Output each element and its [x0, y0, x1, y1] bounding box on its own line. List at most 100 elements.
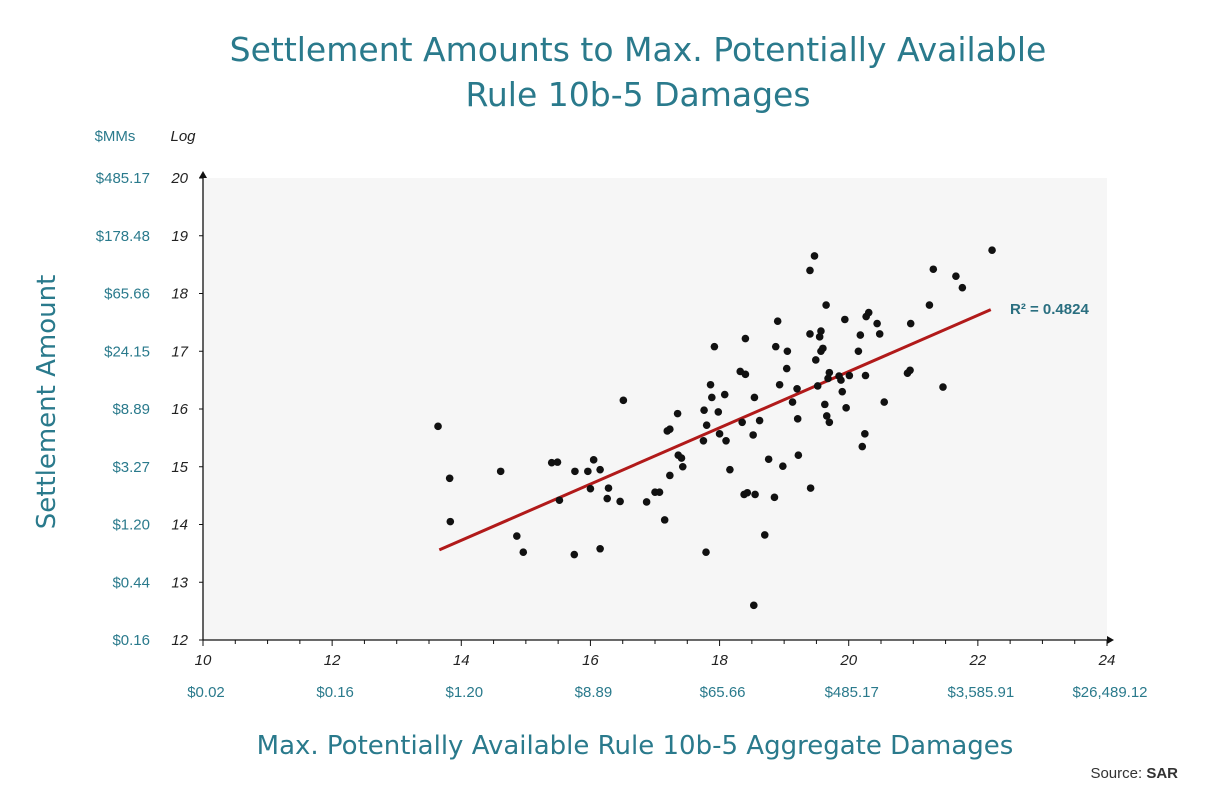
data-point: [841, 315, 849, 324]
x-tick-label-log: 18: [711, 652, 728, 669]
data-point: [773, 317, 782, 326]
data-point: [788, 398, 797, 406]
data-point: [929, 265, 938, 274]
y-axis-title: Settlement Amount: [32, 275, 62, 530]
data-point: [825, 368, 834, 377]
data-point: [939, 383, 947, 391]
data-point: [702, 548, 710, 557]
y-tick-label-dollar: $1.20: [112, 517, 150, 534]
data-point: [619, 396, 628, 405]
data-point: [699, 436, 708, 445]
data-point: [738, 418, 746, 427]
y-tick-label-log: 20: [170, 170, 188, 187]
data-point: [822, 412, 831, 420]
data-point: [806, 266, 814, 275]
y-axis-arrow: [199, 171, 207, 178]
x-axis-title: Max. Potentially Available Rule 10b-5 Ag…: [257, 731, 1014, 761]
y-tick-label-dollar: $178.48: [96, 228, 150, 245]
data-point: [570, 550, 579, 559]
data-point: [589, 456, 598, 464]
data-point: [547, 458, 556, 467]
data-point: [751, 490, 759, 499]
source-note-value: SAR: [1146, 765, 1178, 782]
plot-area: [203, 178, 1107, 640]
data-point: [666, 425, 674, 434]
data-point: [837, 376, 845, 384]
data-point: [858, 442, 867, 451]
data-point: [642, 498, 651, 506]
data-point: [764, 455, 773, 464]
x-tick-label-log: 10: [195, 652, 212, 669]
data-point: [822, 301, 830, 309]
y-tick-label-log: 13: [171, 574, 188, 591]
data-point: [750, 393, 759, 402]
data-point: [553, 458, 562, 466]
data-point: [779, 462, 787, 470]
x-axis-arrow: [1107, 636, 1114, 644]
trendline-layer: [438, 308, 992, 552]
data-point: [856, 331, 865, 339]
data-point: [655, 488, 664, 496]
data-point: [880, 398, 889, 406]
data-point: [906, 366, 914, 375]
data-point: [513, 532, 521, 540]
x-tick-label-dollar: $485.17: [825, 684, 879, 701]
y-axis-unit-label: $MMs: [95, 128, 136, 145]
x-tick-label-log: 12: [324, 652, 341, 669]
x-tick-label-dollar: $0.02: [187, 684, 225, 701]
data-point: [741, 370, 750, 379]
y-tick-label-log: 12: [171, 632, 188, 649]
chart-title-line-1: Settlement Amounts to Max. Potentially A…: [230, 30, 1047, 69]
data-point: [596, 544, 604, 553]
data-point: [873, 319, 881, 328]
data-point: [596, 465, 604, 474]
y-tick-label-dollar: $3.27: [112, 459, 150, 476]
data-point: [875, 330, 884, 338]
chart-title-line-2: Rule 10b-5 Damages: [465, 75, 810, 114]
data-point: [584, 467, 592, 476]
data-point: [720, 390, 729, 399]
trendline: [438, 308, 992, 552]
data-point: [806, 330, 814, 338]
data-point: [793, 415, 802, 423]
y-tick-label-log: 17: [171, 343, 188, 360]
data-point: [864, 308, 873, 317]
x-tick-label-dollar: $3,585.91: [947, 684, 1014, 701]
source-note-label: Source:: [1090, 765, 1142, 782]
data-point: [824, 374, 832, 383]
data-point: [677, 454, 686, 462]
data-point: [775, 380, 784, 389]
data-point: [446, 517, 455, 526]
data-point: [715, 430, 724, 438]
data-point: [755, 416, 764, 425]
y-tick-label-log: 15: [171, 459, 188, 476]
tick-labels-layer: 10 $0.02 12 $0.16 14 $1.20 16 $8.89 18 $65.66 20 $4…: [96, 170, 1148, 701]
data-point: [445, 474, 454, 483]
data-point: [821, 400, 829, 409]
x-tick-label-dollar: $0.16: [316, 684, 354, 701]
data-point: [861, 371, 870, 380]
data-point: [555, 496, 564, 505]
data-point: [770, 493, 779, 502]
data-point: [519, 548, 528, 557]
y-tick-label-log: 19: [171, 228, 188, 245]
y-tick-label-dollar: $24.15: [104, 343, 150, 360]
data-point: [783, 347, 792, 356]
data-point: [906, 319, 915, 328]
y-tick-label-log: 16: [171, 401, 188, 418]
data-point: [666, 471, 674, 480]
data-point: [854, 347, 863, 356]
data-point: [958, 283, 967, 292]
data-point: [988, 246, 996, 254]
y-tick-label-dollar: $8.89: [112, 401, 150, 418]
data-point: [810, 252, 819, 260]
data-point: [604, 484, 613, 492]
x-tick-label-dollar: $26,489.12: [1072, 684, 1147, 701]
x-tick-label-dollar: $1.20: [446, 684, 484, 701]
data-point: [815, 333, 824, 341]
data-point: [722, 436, 730, 445]
y-tick-label-log: 14: [171, 517, 188, 534]
data-point: [673, 409, 682, 418]
data-point: [616, 497, 624, 506]
